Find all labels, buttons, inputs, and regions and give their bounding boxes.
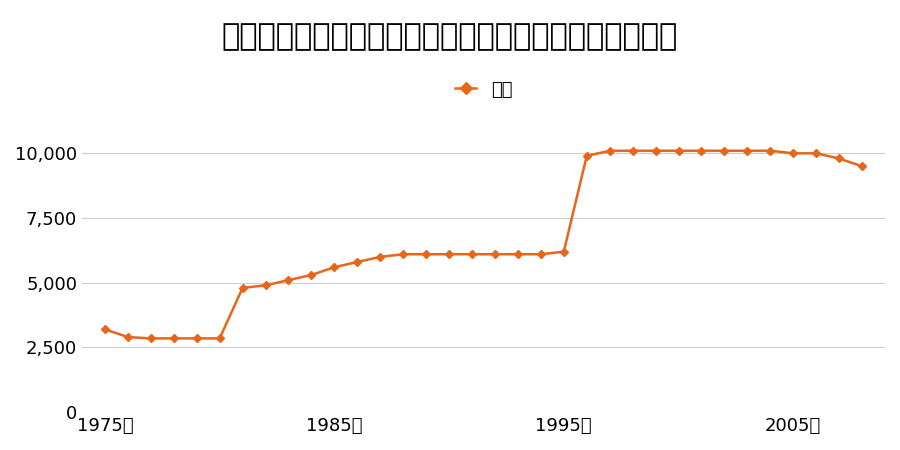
価格 [788, 151, 798, 156]
価格 [100, 327, 111, 332]
価格 [650, 148, 661, 153]
価格 [466, 252, 477, 257]
価格 [811, 151, 822, 156]
価格 [765, 148, 776, 153]
価格 [719, 148, 730, 153]
価格 [352, 259, 363, 265]
価格 [306, 272, 317, 278]
価格 [192, 336, 202, 341]
価格 [398, 252, 409, 257]
価格 [558, 249, 569, 254]
価格 [329, 265, 340, 270]
価格 [122, 334, 133, 340]
価格 [696, 148, 706, 153]
価格 [581, 153, 592, 158]
価格 [238, 285, 248, 291]
Text: 北海道上磯郡上磯町字押上１０番３ほか１筆の地価推移: 北海道上磯郡上磯町字押上１０番３ほか１筆の地価推移 [222, 22, 678, 51]
価格 [214, 336, 225, 341]
価格 [604, 148, 615, 153]
Line: 価格: 価格 [103, 148, 865, 341]
価格 [627, 148, 638, 153]
価格 [420, 252, 431, 257]
価格 [833, 156, 844, 161]
価格 [284, 278, 294, 283]
価格 [374, 254, 385, 260]
価格 [512, 252, 523, 257]
価格 [857, 163, 868, 169]
価格 [444, 252, 454, 257]
価格 [168, 336, 179, 341]
価格 [742, 148, 752, 153]
価格 [673, 148, 684, 153]
価格 [536, 252, 546, 257]
価格 [490, 252, 500, 257]
価格 [146, 336, 157, 341]
Legend: 価格: 価格 [447, 73, 519, 106]
価格 [260, 283, 271, 288]
